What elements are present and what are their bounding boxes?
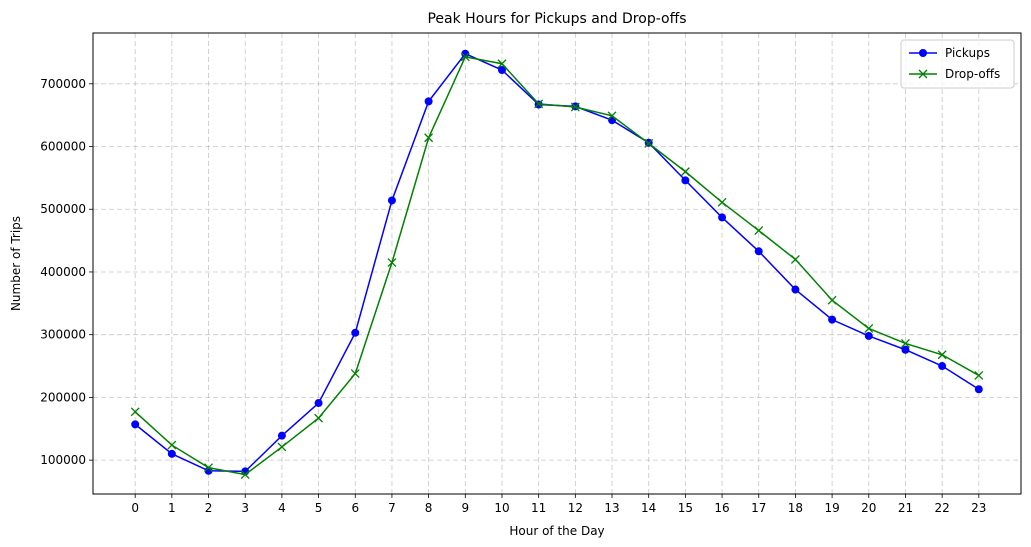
x-tick-label: 2 [205,501,213,515]
y-tick-label: 300000 [40,328,86,342]
drop-offs-point [497,59,507,69]
x-tick-label: 23 [971,501,986,515]
pickups-point [314,399,323,408]
drop-offs-point [864,323,874,333]
x-tick-label: 0 [131,501,139,515]
drop-offs-point [314,413,324,423]
drop-offs-point [534,99,544,109]
x-tick-label: 1 [168,501,176,515]
drop-offs-point [607,111,617,121]
x-tick-label: 17 [751,501,766,515]
pickups-point [167,449,176,458]
pickups-point [277,431,286,440]
y-tick-label: 400000 [40,265,86,279]
drop-offs-point [644,138,654,148]
grid [93,33,1021,494]
pickups-point [387,196,396,205]
drop-offs-point [974,370,984,380]
drop-offs-point [790,254,800,264]
x-tick-label: 20 [861,501,876,515]
pickups-point [351,328,360,337]
pickups-point [828,315,837,324]
y-axis-label: Number of Trips [9,216,23,311]
pickups-point [131,420,140,429]
x-tick-label: 16 [714,501,729,515]
y-tick-label: 100000 [40,453,86,467]
x-tick-label: 6 [351,501,359,515]
drop-offs-point [754,226,764,236]
pickups-point [718,213,727,222]
legend: Pickups Drop-offs [900,39,1015,89]
pickups-point [791,285,800,294]
drop-offs-line [134,55,980,476]
drop-offs-point [460,52,470,62]
y-axis-ticks: 100000 200000 300000 400000 500000 600000 7000… [40,77,93,467]
series-pickups [131,49,983,476]
legend-drop-offs-marker [918,69,928,79]
drop-offs-point [387,258,397,268]
legend-pickups-marker [919,49,927,57]
y-tick-label: 500000 [40,202,86,216]
legend-pickups-label: Pickups [945,46,990,60]
y-tick-label: 600000 [40,140,86,154]
x-tick-label: 18 [788,501,803,515]
drop-offs-point [937,350,947,360]
x-tick-label: 5 [315,501,323,515]
x-tick-label: 15 [678,501,693,515]
pickups-line [134,52,980,473]
series-layer [130,49,984,480]
pickups-point [681,176,690,185]
drop-offs-point [277,442,287,452]
x-tick-label: 7 [388,501,396,515]
x-axis-ticks: 0 1 2 3 4 5 6 7 8 9 10 11 12 13 14 15 16 17 18 19 20 21 22 23 [131,494,986,515]
x-tick-label: 13 [604,501,619,515]
x-tick-label: 12 [568,501,583,515]
drop-offs-point [900,339,910,348]
x-tick-label: 22 [934,501,949,515]
drop-offs-point [167,440,177,450]
y-tick-label: 700000 [40,77,86,91]
drop-offs-point [240,470,250,480]
pickups-point [864,331,873,340]
drop-offs-point [680,167,690,177]
drop-offs-point [827,295,837,305]
x-tick-label: 10 [494,501,509,515]
pickups-point [497,66,506,75]
x-tick-label: 3 [241,501,249,515]
x-tick-label: 21 [898,501,913,515]
plot-frame [92,32,1022,495]
pickups-point [754,247,763,256]
legend-drop-offs-label: Drop-offs [945,67,1000,81]
pickups-point [938,362,947,371]
series-drop-offs [130,52,984,480]
x-tick-label: 4 [278,501,286,515]
x-tick-label: 8 [425,501,433,515]
drop-offs-point [350,369,360,379]
pickups-point [901,345,910,354]
drop-offs-point [130,407,140,417]
drop-offs-point [424,133,434,143]
x-tick-label: 19 [824,501,839,515]
chart-title: Peak Hours for Pickups and Drop-offs [427,11,686,27]
legend-box [900,39,1015,89]
y-tick-label: 200000 [40,390,86,404]
pickups-point [424,97,433,106]
x-axis-label: Hour of the Day [509,524,604,538]
drop-offs-point [204,463,214,473]
x-tick-label: 11 [531,501,546,515]
drop-offs-point [717,197,727,207]
x-tick-label: 14 [641,501,656,515]
pickups-point [974,385,983,394]
x-tick-label: 9 [461,501,469,515]
drop-offs-point [570,102,580,112]
